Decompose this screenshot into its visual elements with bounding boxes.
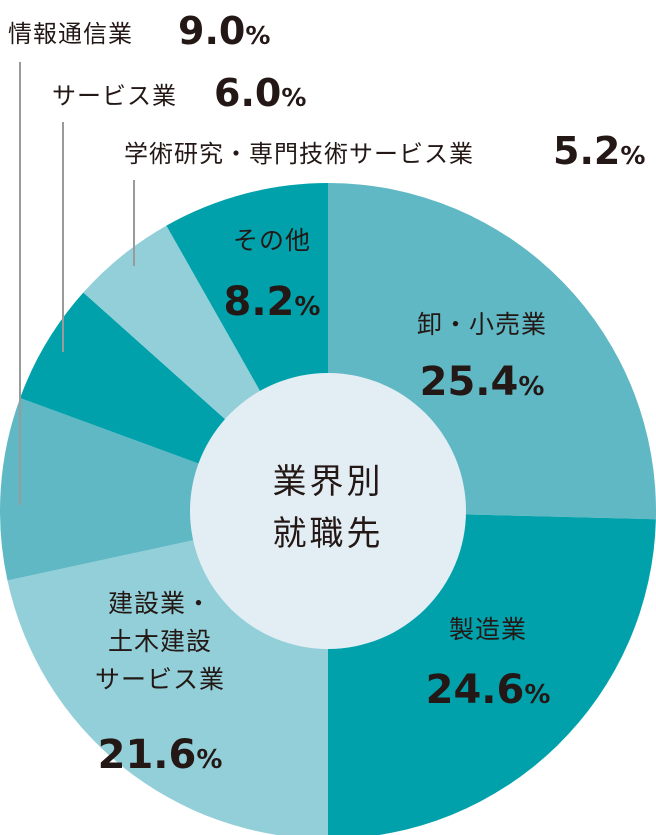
label-manufacturing-name: 製造業 [449,615,527,644]
center-label: 就職先 [273,514,384,554]
label-construction-name: 土木建設 [108,627,212,656]
label-manufacturing-value: 24.6% [426,667,551,713]
center-circle [190,373,466,649]
label-construction-name: 建設業・ [108,589,212,618]
label-academic-research-value: 5.2% [553,129,645,173]
label-construction-value: 21.6% [98,732,223,778]
label-it-communication-name: 情報通信業 [8,20,133,48]
label-it-communication-value: 9.0% [178,9,270,53]
label-other-name: その他 [233,226,311,255]
label-academic-research-name: 学術研究・専門技術サービス業 [124,140,474,168]
center-label: 業界別 [273,462,384,502]
label-construction-name: サービス業 [95,665,225,694]
label-wholesale-retail-value: 25.4% [420,359,545,405]
label-other-value: 8.2% [224,279,321,325]
label-wholesale-retail-name: 卸・小売業 [417,310,547,339]
label-services-value: 6.0% [214,71,306,115]
slice-it-communication [0,397,328,581]
label-services-name: サービス業 [52,82,177,110]
